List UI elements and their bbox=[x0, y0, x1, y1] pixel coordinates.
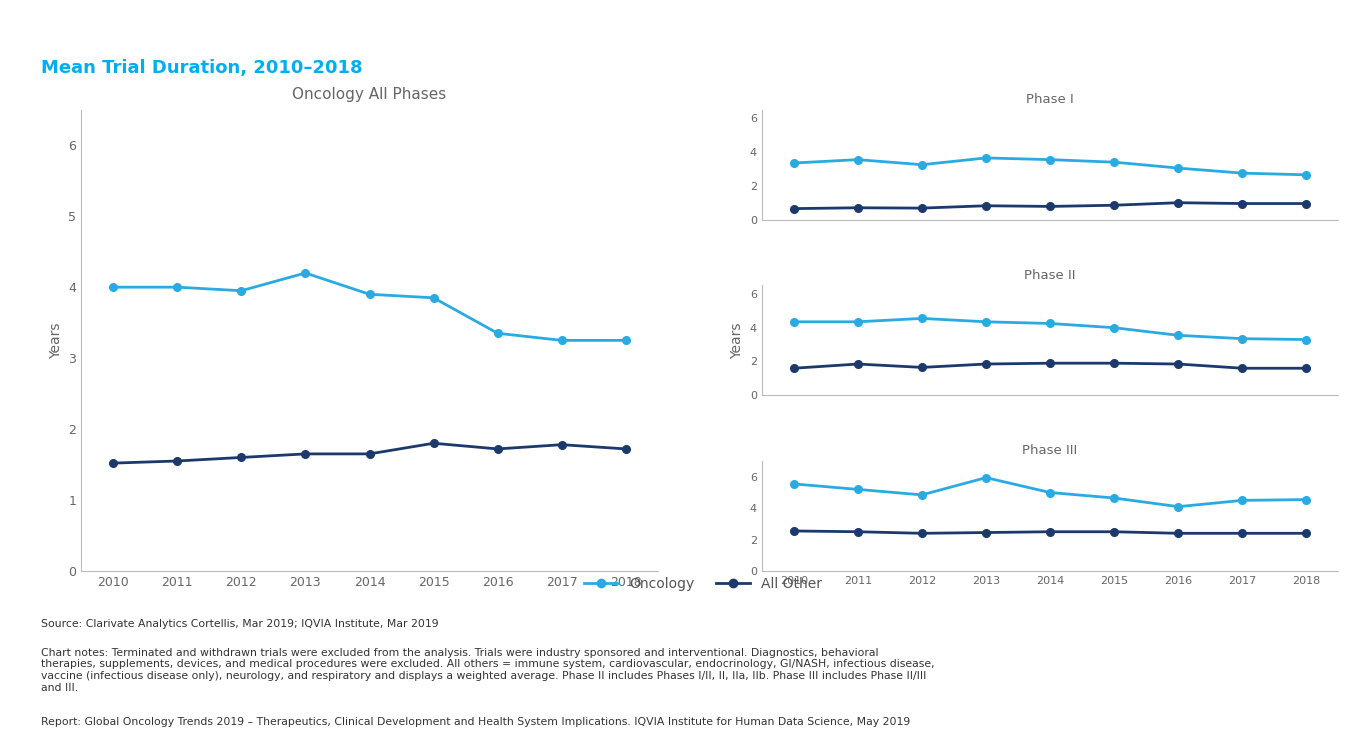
Text: Chart notes: Terminated and withdrawn trials were excluded from the analysis. Tr: Chart notes: Terminated and withdrawn tr… bbox=[41, 648, 934, 692]
Title: Oncology All Phases: Oncology All Phases bbox=[292, 86, 446, 102]
Y-axis label: Years: Years bbox=[730, 322, 744, 359]
Title: Phase II: Phase II bbox=[1025, 269, 1076, 282]
Legend: Oncology, All Other: Oncology, All Other bbox=[579, 572, 827, 597]
Text: Mean Trial Duration, 2010–2018: Mean Trial Duration, 2010–2018 bbox=[41, 59, 362, 77]
Text: Source: Clarivate Analytics Cortellis, Mar 2019; IQVIA Institute, Mar 2019: Source: Clarivate Analytics Cortellis, M… bbox=[41, 619, 438, 629]
Title: Phase I: Phase I bbox=[1026, 93, 1073, 106]
Y-axis label: Years: Years bbox=[49, 322, 62, 359]
Text: Report: Global Oncology Trends 2019 – Therapeutics, Clinical Development and Hea: Report: Global Oncology Trends 2019 – Th… bbox=[41, 717, 910, 728]
Title: Phase III: Phase III bbox=[1022, 444, 1078, 458]
